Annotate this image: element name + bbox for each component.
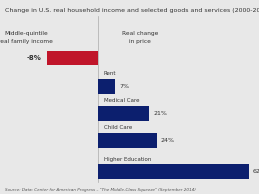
Text: Child Care: Child Care	[104, 126, 132, 130]
Text: 62%: 62%	[253, 169, 259, 174]
Text: -8%: -8%	[27, 55, 41, 61]
Bar	[47, 51, 98, 65]
Text: Higher Education: Higher Education	[104, 157, 151, 161]
Text: 7%: 7%	[119, 84, 129, 89]
Text: Real change: Real change	[122, 31, 158, 36]
Text: Middle-quintile: Middle-quintile	[4, 31, 48, 36]
Text: 21%: 21%	[153, 111, 167, 116]
Text: Source: Data: Center for American Progress – "The Middle-Class Squeeze" (Septemb: Source: Data: Center for American Progre…	[5, 188, 196, 192]
Text: Medical Care: Medical Care	[104, 98, 139, 103]
Text: Rent: Rent	[104, 71, 116, 76]
Bar	[98, 106, 149, 121]
Bar	[98, 133, 157, 148]
Text: 24%: 24%	[161, 138, 175, 143]
Text: real family income: real family income	[0, 39, 53, 44]
Bar	[98, 164, 249, 179]
Text: in price: in price	[129, 39, 151, 44]
Bar	[98, 79, 115, 94]
Text: Change in U.S. real household income and selected goods and services (2000-2012): Change in U.S. real household income and…	[5, 8, 259, 13]
